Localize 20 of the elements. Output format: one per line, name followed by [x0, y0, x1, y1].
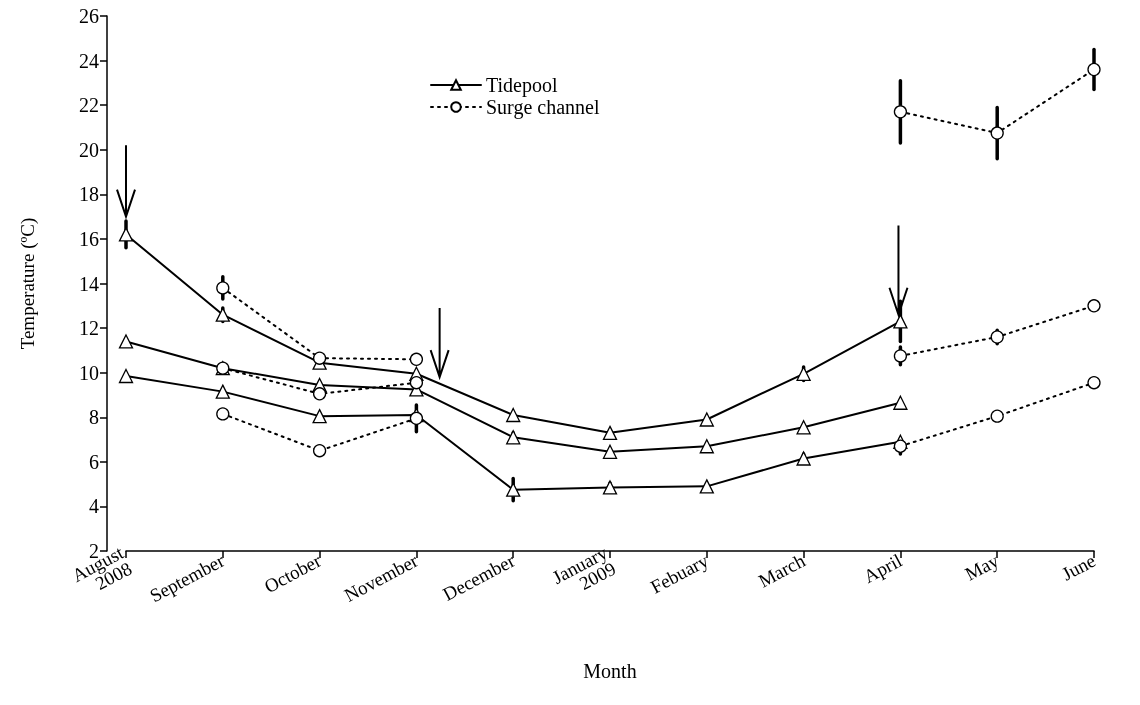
legend-label: Tidepool [486, 74, 558, 97]
y-axis-title: Temperature (ºC) [17, 217, 39, 350]
y-tick-label: 18 [79, 183, 99, 206]
y-tick-label: 12 [79, 317, 99, 340]
y-tick-label: 4 [89, 495, 99, 518]
y-tick-label: 14 [79, 272, 99, 295]
legend-label: Surge channel [486, 96, 600, 119]
y-tick-label: 6 [89, 450, 99, 473]
y-tick-label: 24 [79, 49, 99, 72]
x-tick-label: June [1058, 549, 1099, 585]
y-tick-label: 22 [79, 94, 99, 117]
x-tick-label: March [754, 549, 809, 592]
x-axis-title: Month [583, 660, 637, 682]
y-tick-label: 10 [79, 361, 99, 384]
y-tick-label: 26 [79, 5, 99, 27]
y-tick-label: 16 [79, 227, 99, 250]
x-tick-label: April [860, 549, 906, 588]
y-tick-label: 20 [79, 138, 99, 161]
y-tick-label: 8 [89, 406, 99, 429]
x-tick-label: May [961, 549, 1003, 585]
